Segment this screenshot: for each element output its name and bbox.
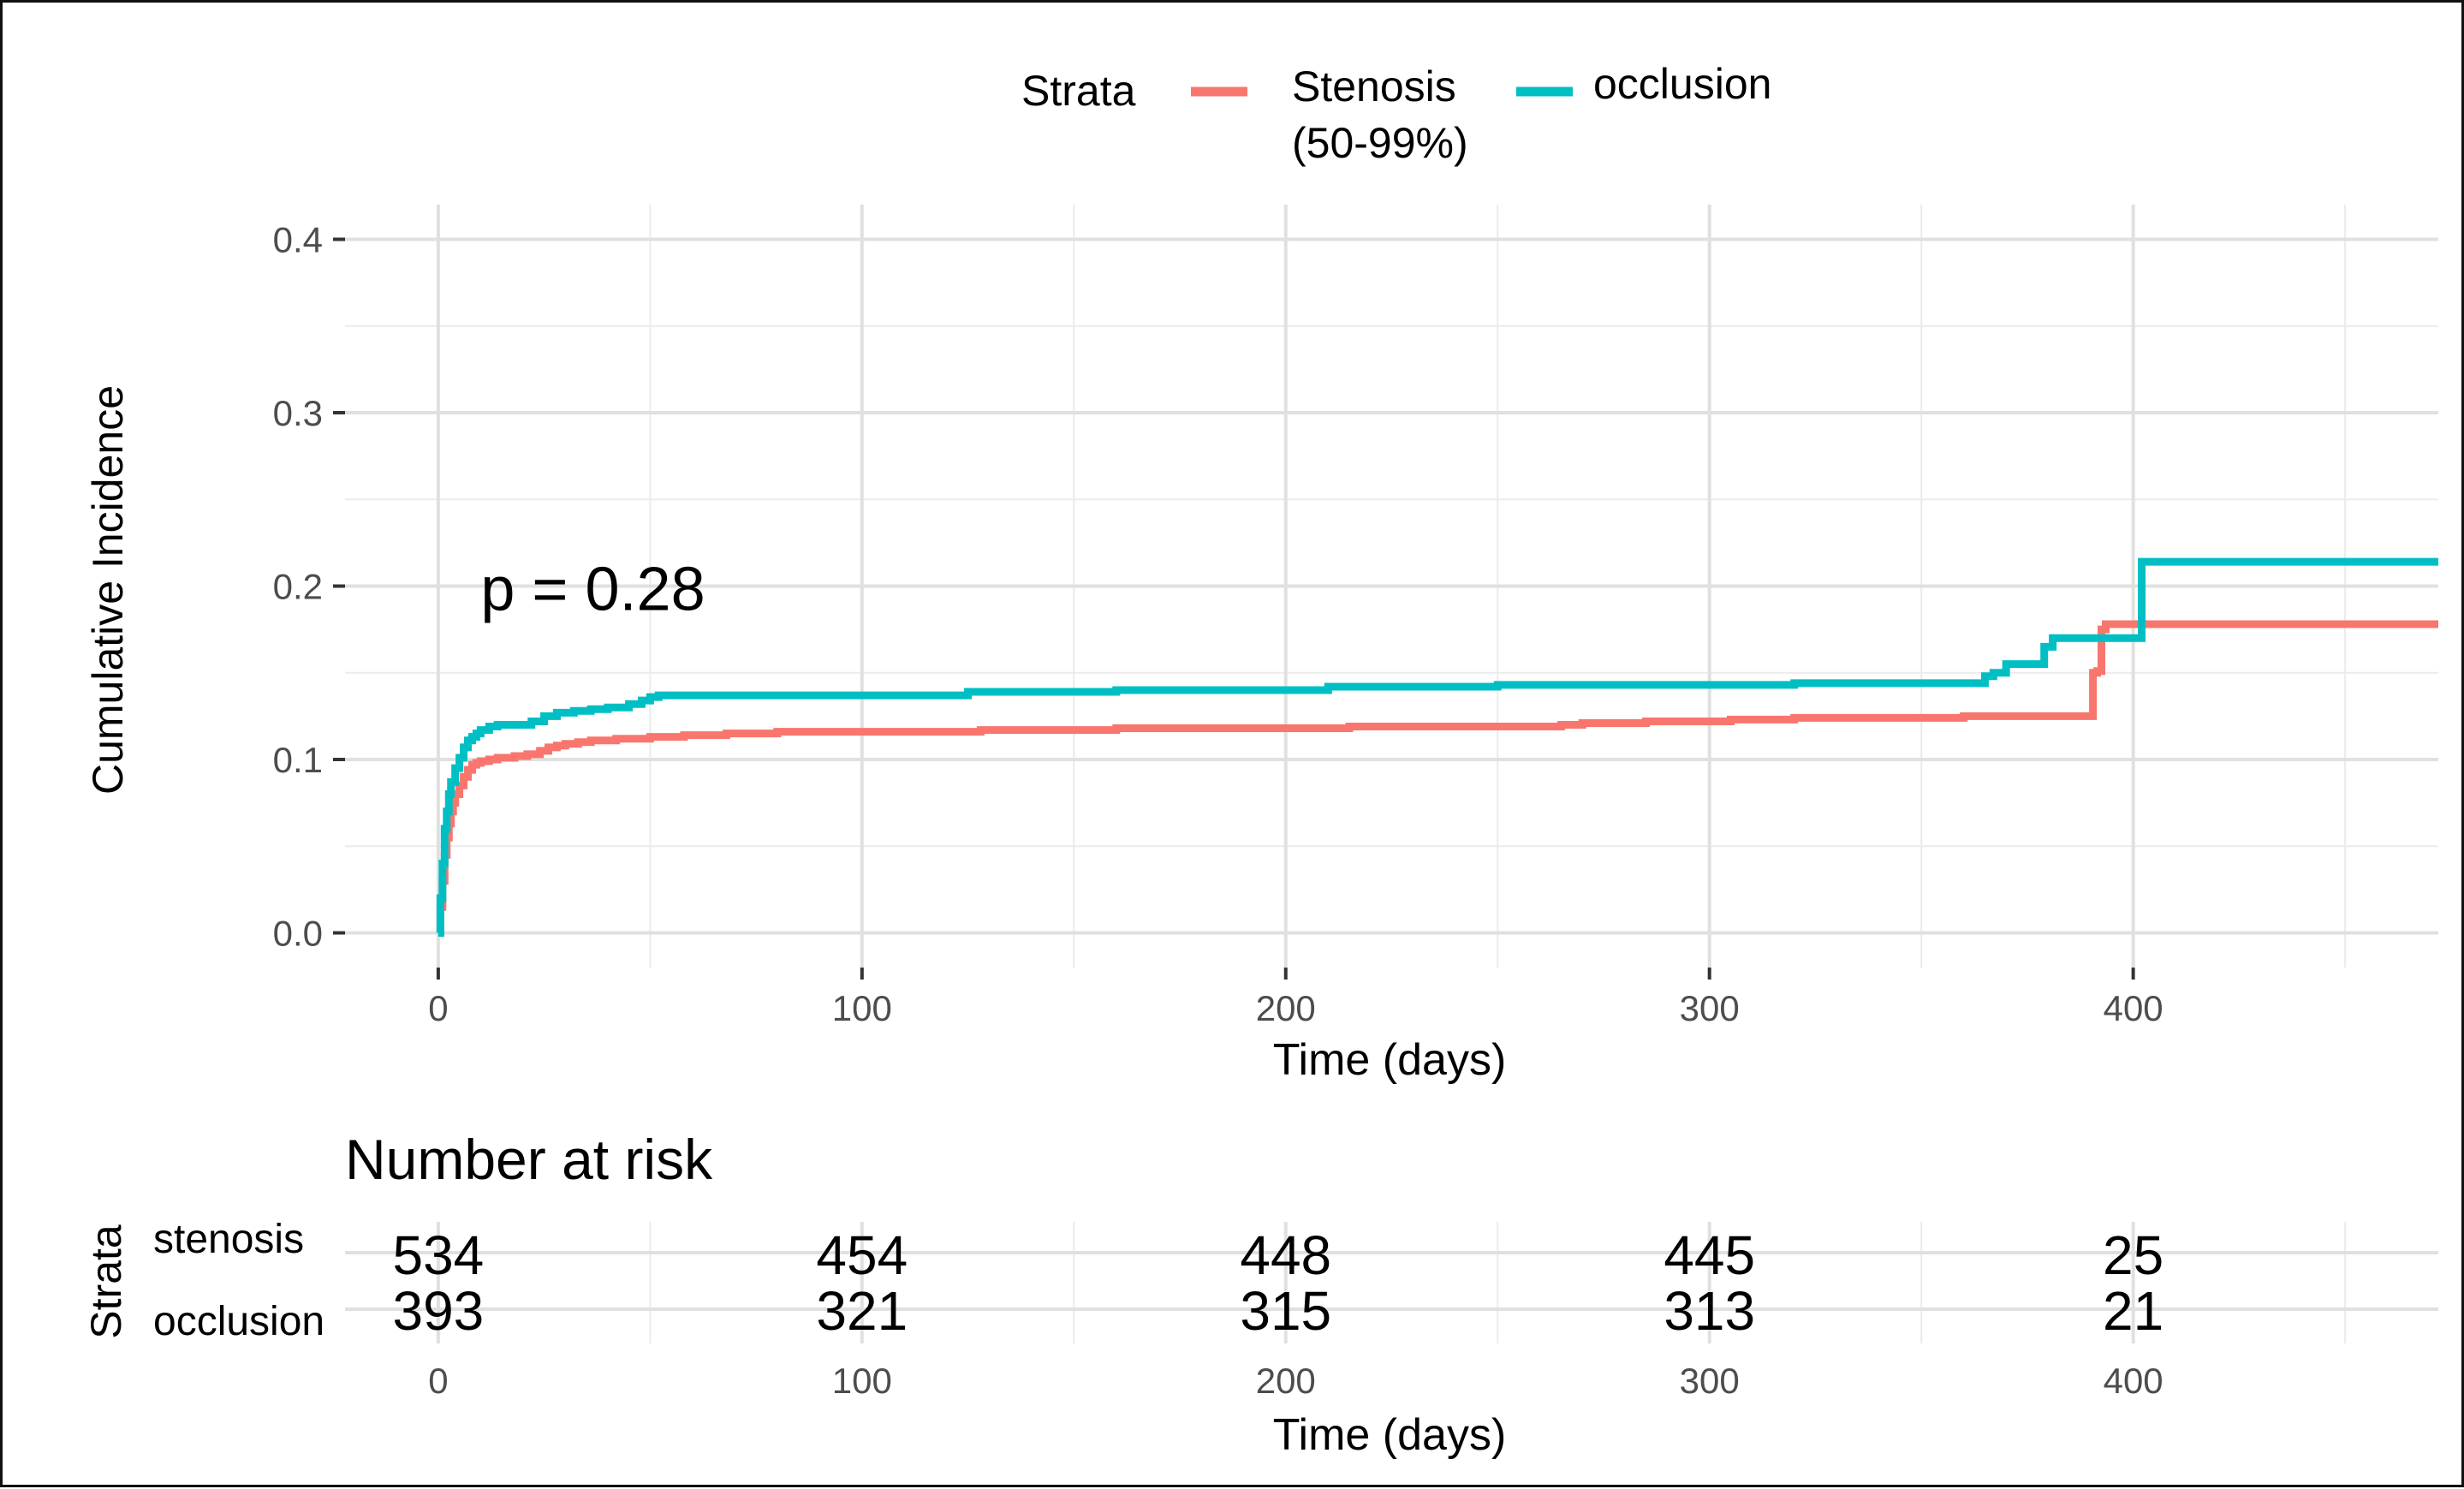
risk-value-cell: 25 <box>2103 1224 2163 1286</box>
risk-x-tick-label: 0 <box>428 1361 448 1401</box>
risk-value-cell: 445 <box>1663 1224 1755 1286</box>
x-axis-ticks: 0 100 200 300 400 <box>428 968 2163 1028</box>
legend: Strata Stenosis (50-99%) occlusion <box>1021 60 1771 167</box>
risk-table-x-ticks: 0 100 200 300 400 <box>428 1361 2163 1401</box>
risk-table-x-axis-label: Time (days) <box>1273 1410 1507 1460</box>
y-tick-label: 0.0 <box>273 914 323 954</box>
risk-value-cell: 393 <box>392 1280 484 1342</box>
risk-value-cell: 321 <box>816 1280 908 1342</box>
p-value-annotation: p = 0.28 <box>480 556 705 624</box>
risk-row-label-stenosis: stenosis <box>153 1217 304 1262</box>
risk-x-tick-label: 300 <box>1680 1361 1740 1401</box>
y-tick-label: 0.3 <box>273 393 323 433</box>
risk-x-tick-label: 200 <box>1256 1361 1316 1401</box>
y-axis-label: Cumulative Incidence <box>84 385 132 795</box>
x-tick-label: 400 <box>2104 988 2163 1028</box>
series-layer <box>436 557 2438 937</box>
legend-label-stenosis-line2: (50-99%) <box>1292 119 1468 167</box>
y-tick-label: 0.1 <box>273 740 323 780</box>
risk-value-cell: 315 <box>1240 1280 1331 1342</box>
y-axis-ticks: 0.0 0.1 0.2 0.3 0.4 <box>273 220 345 954</box>
risk-value-cell: 534 <box>392 1224 484 1286</box>
risk-table-strata-label: Strata <box>82 1224 130 1339</box>
risk-table-title: Number at risk <box>345 1128 713 1191</box>
risk-value-cell: 448 <box>1240 1224 1331 1286</box>
y-tick-label: 0.2 <box>273 567 323 607</box>
risk-row-label-occlusion: occlusion <box>153 1299 324 1344</box>
main-plot-grid <box>345 205 2438 968</box>
risk-value-cell: 21 <box>2103 1280 2163 1342</box>
x-tick-label: 300 <box>1680 988 1740 1028</box>
x-tick-label: 0 <box>428 988 448 1028</box>
risk-value-cell: 454 <box>816 1224 908 1286</box>
legend-title: Strata <box>1021 67 1136 115</box>
series-line-stenosis <box>436 620 2438 937</box>
x-tick-label: 200 <box>1256 988 1316 1028</box>
risk-value-cell: 313 <box>1663 1280 1755 1342</box>
x-axis-label: Time (days) <box>1273 1035 1507 1085</box>
legend-label-stenosis-line1: Stenosis <box>1292 63 1456 110</box>
risk-x-tick-label: 100 <box>832 1361 892 1401</box>
chart-svg: Strata Stenosis (50-99%) occlusion 0.00.… <box>82 60 2438 1460</box>
series-line-occlusion <box>436 557 2438 937</box>
risk-x-tick-label: 400 <box>2104 1361 2163 1401</box>
x-tick-label: 100 <box>832 988 892 1028</box>
y-tick-label: 0.4 <box>273 220 323 260</box>
risk-table-grid <box>345 1222 2438 1343</box>
risk-table-values: 534 454 448 445 25 393 321 315 313 21 <box>392 1224 2163 1342</box>
legend-label-occlusion: occlusion <box>1593 60 1771 108</box>
